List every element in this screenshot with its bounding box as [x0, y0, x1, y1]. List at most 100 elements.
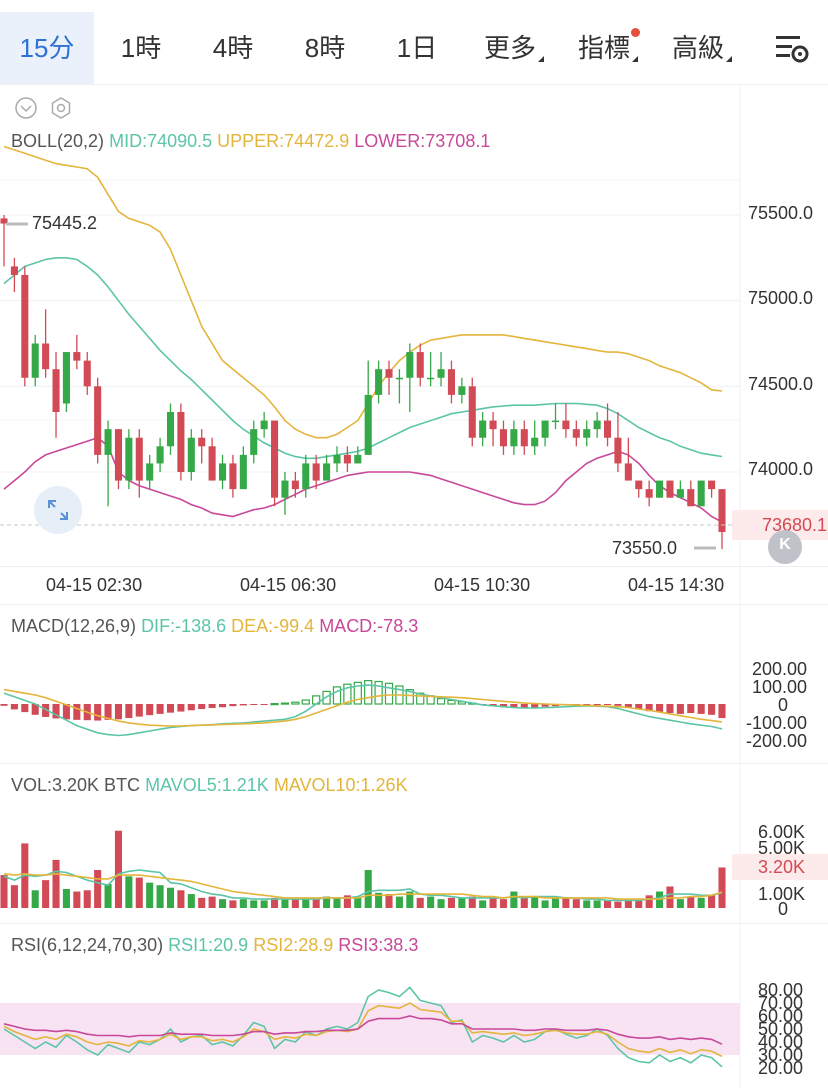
price-tick: 74000.0	[748, 459, 814, 479]
candle-body	[177, 412, 185, 472]
boll-upper-value: UPPER:74472.9	[217, 131, 350, 151]
tab-1h[interactable]: 1時	[98, 12, 184, 84]
volume-bar	[416, 897, 424, 908]
tab-8h[interactable]: 8時	[282, 12, 368, 84]
volume-bar	[312, 899, 320, 908]
volume-bar	[676, 899, 684, 908]
candle-body	[156, 446, 164, 464]
price-tick: 75500.0	[748, 203, 814, 223]
volume-bar	[177, 890, 185, 908]
macd-bar	[614, 704, 622, 706]
macd-bar	[499, 704, 508, 708]
macd-bar	[322, 690, 331, 705]
macd-dea-line	[3, 688, 723, 727]
candle-body	[312, 463, 320, 481]
macd-bar	[187, 704, 195, 711]
volume-tick: 1.00K	[758, 884, 806, 904]
macd-bar	[42, 704, 50, 717]
candle-body	[593, 420, 601, 430]
candle-body	[10, 266, 18, 275]
volume-bar	[94, 870, 102, 908]
macd-bar	[166, 704, 175, 713]
tab-4h[interactable]: 4時	[190, 12, 276, 84]
collapse-icon[interactable]	[14, 96, 38, 120]
scroll-to-latest-button[interactable]: K	[768, 530, 802, 564]
volume-legend: VOL:3.20K BTC MAVOL5:1.21K MAVOL10:1.26K	[11, 775, 408, 796]
macd-bar	[510, 704, 518, 708]
price-tick: 74500.0	[748, 374, 814, 394]
candle-body	[676, 489, 684, 498]
volume-bar	[354, 896, 362, 908]
volume-badge: 3.20K	[732, 854, 828, 880]
macd-plot	[0, 679, 726, 737]
boll-legend: BOLL(20,2) MID:74090.5 UPPER:74472.9 LOW…	[11, 131, 490, 152]
macd-bar	[384, 682, 394, 705]
tab-1d[interactable]: 1日	[374, 12, 460, 84]
macd-dif-value: DIF:-138.6	[141, 616, 227, 636]
mavol5-value: MAVOL5:1.21K	[145, 775, 269, 795]
divider	[0, 566, 828, 567]
candle-body	[229, 463, 237, 490]
candle-body	[73, 352, 81, 361]
tab-more[interactable]: 更多	[470, 12, 550, 84]
macd-tick: -100.00	[746, 713, 808, 733]
macd-bar	[301, 699, 310, 705]
rsi-tick: 70.00	[758, 993, 804, 1013]
candle-body	[0, 218, 8, 224]
tab-label: 1日	[396, 33, 438, 63]
candle-body	[416, 352, 424, 378]
volume-bar	[583, 900, 591, 908]
candle-body	[395, 377, 403, 380]
volume-bar	[364, 870, 372, 908]
volume-bar	[271, 897, 279, 908]
rsi-name: RSI(6,12,24,70,30)	[11, 935, 164, 955]
candle-body	[531, 437, 539, 447]
divider	[0, 763, 828, 764]
volume-bar	[603, 900, 612, 908]
volume-bar	[458, 897, 466, 908]
macd-bar	[62, 704, 70, 720]
volume-bar	[42, 880, 50, 908]
chart-settings-icon[interactable]	[772, 32, 812, 66]
volume-bar	[375, 892, 383, 908]
volume-bar	[187, 894, 195, 908]
volume-bar	[489, 897, 497, 908]
macd-dif-line	[3, 684, 723, 737]
candle-body	[645, 489, 653, 498]
volume-tick: 5.00K	[758, 838, 806, 858]
candle-body	[125, 437, 133, 481]
volume-bar	[406, 891, 414, 908]
volume-bar	[541, 900, 549, 908]
macd-bar	[520, 704, 528, 709]
candle-body	[489, 420, 497, 430]
rsi2-value: RSI2:28.9	[253, 935, 334, 955]
fullscreen-button[interactable]	[34, 486, 82, 534]
macd-bar	[718, 704, 726, 719]
rsi-tick: 40.00	[758, 1032, 804, 1052]
candle-body	[666, 480, 674, 498]
candle-body	[354, 454, 362, 464]
macd-bar	[708, 704, 716, 715]
volume-bar	[125, 876, 133, 908]
rsi-tick: 50.00	[758, 1019, 804, 1039]
tab-advanced[interactable]: 高級	[658, 12, 738, 84]
volume-bar	[62, 889, 70, 908]
dropdown-triangle-icon	[538, 56, 544, 62]
high-marker-label: 75445.2	[32, 213, 98, 233]
dropdown-triangle-icon	[726, 56, 732, 62]
settings-gear-icon[interactable]	[48, 95, 74, 121]
macd-bar	[10, 704, 18, 710]
volume-name: VOL:3.20K BTC	[11, 775, 141, 795]
macd-tick: 0	[778, 695, 789, 715]
candle-body	[624, 463, 632, 481]
candle-body	[291, 480, 299, 490]
tab-15m[interactable]: 15分	[0, 12, 94, 84]
macd-bar	[104, 704, 112, 720]
macd-bar	[364, 679, 373, 705]
tab-indicators[interactable]: 指標	[564, 12, 644, 84]
volume-bar	[624, 900, 632, 908]
volume-bar	[10, 885, 18, 908]
candle-body	[218, 463, 227, 481]
macd-name: MACD(12,26,9)	[11, 616, 137, 636]
macd-bar	[250, 704, 258, 705]
